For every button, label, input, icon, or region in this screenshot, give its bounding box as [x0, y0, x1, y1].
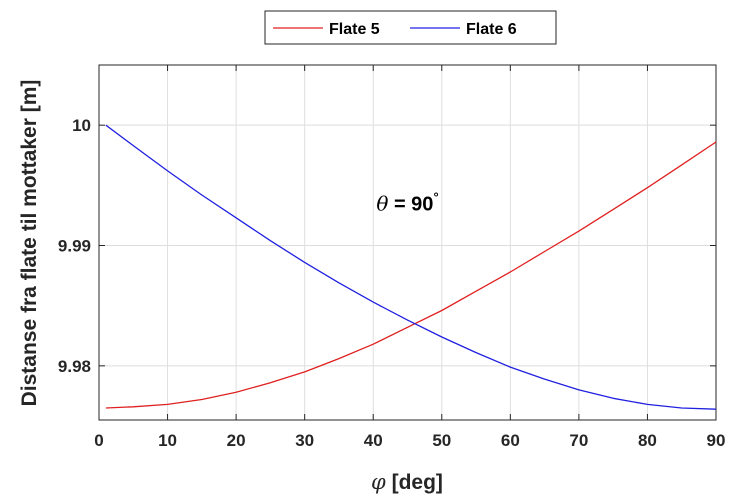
x-tick-label: 80: [638, 431, 657, 450]
x-axis: 0 10 20 30 40 50 60 70 80 90: [94, 65, 725, 450]
x-tick-label: 50: [432, 431, 451, 450]
x-tick-label: 90: [707, 431, 726, 450]
x-axis-label: φ [deg]: [371, 470, 443, 494]
y-tick-label: 9.99: [58, 237, 91, 256]
series-line-flate-5: [105, 141, 717, 409]
legend: Flate 5 Flate 6: [264, 10, 557, 45]
series-line-flate-6: [105, 124, 717, 410]
x-tick-label: 0: [94, 431, 103, 450]
x-tick-label: 30: [295, 431, 314, 450]
annotation-text: θ = 90°: [376, 189, 438, 215]
x-tick-label: 10: [158, 431, 177, 450]
y-axis: 9.98 9.99 10: [58, 116, 716, 376]
x-tick-label: 60: [501, 431, 520, 450]
series-layer: [105, 124, 717, 410]
grid-lines: [99, 65, 716, 420]
x-tick-label: 20: [227, 431, 246, 450]
theta-annotation: θ = 90°: [376, 189, 438, 215]
x-tick-label: 40: [364, 431, 383, 450]
legend-label-flate-6: Flate 6: [466, 21, 517, 38]
y-tick-label: 10: [72, 116, 91, 135]
plot-area: [98, 64, 717, 421]
x-tick-label: 70: [569, 431, 588, 450]
legend-label-flate-5: Flate 5: [329, 21, 380, 38]
y-axis-label: Distanse fra flate til mottaker [m]: [18, 80, 41, 407]
y-tick-label: 9.98: [58, 357, 91, 376]
